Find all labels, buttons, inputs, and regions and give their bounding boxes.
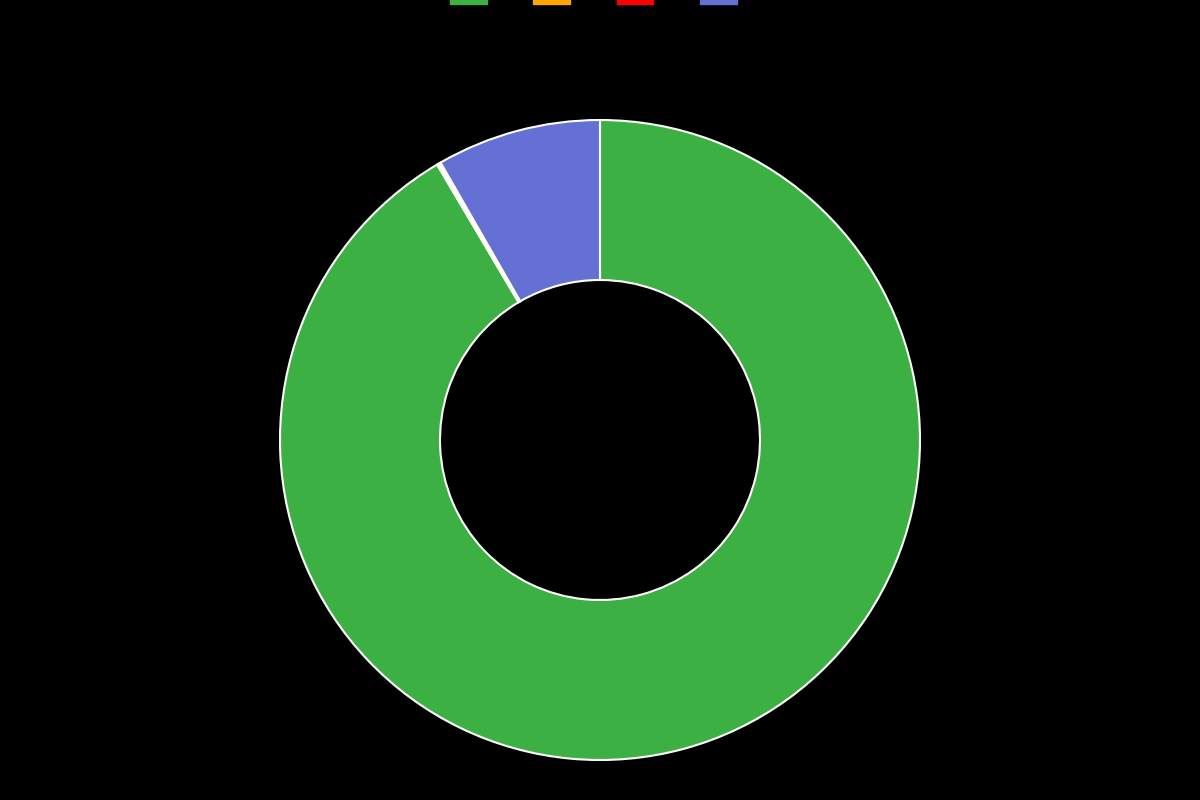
Wedge shape [440,120,600,302]
Wedge shape [280,120,920,760]
Legend: , , , : , , , [445,0,755,10]
Wedge shape [437,163,520,302]
Wedge shape [439,162,521,302]
